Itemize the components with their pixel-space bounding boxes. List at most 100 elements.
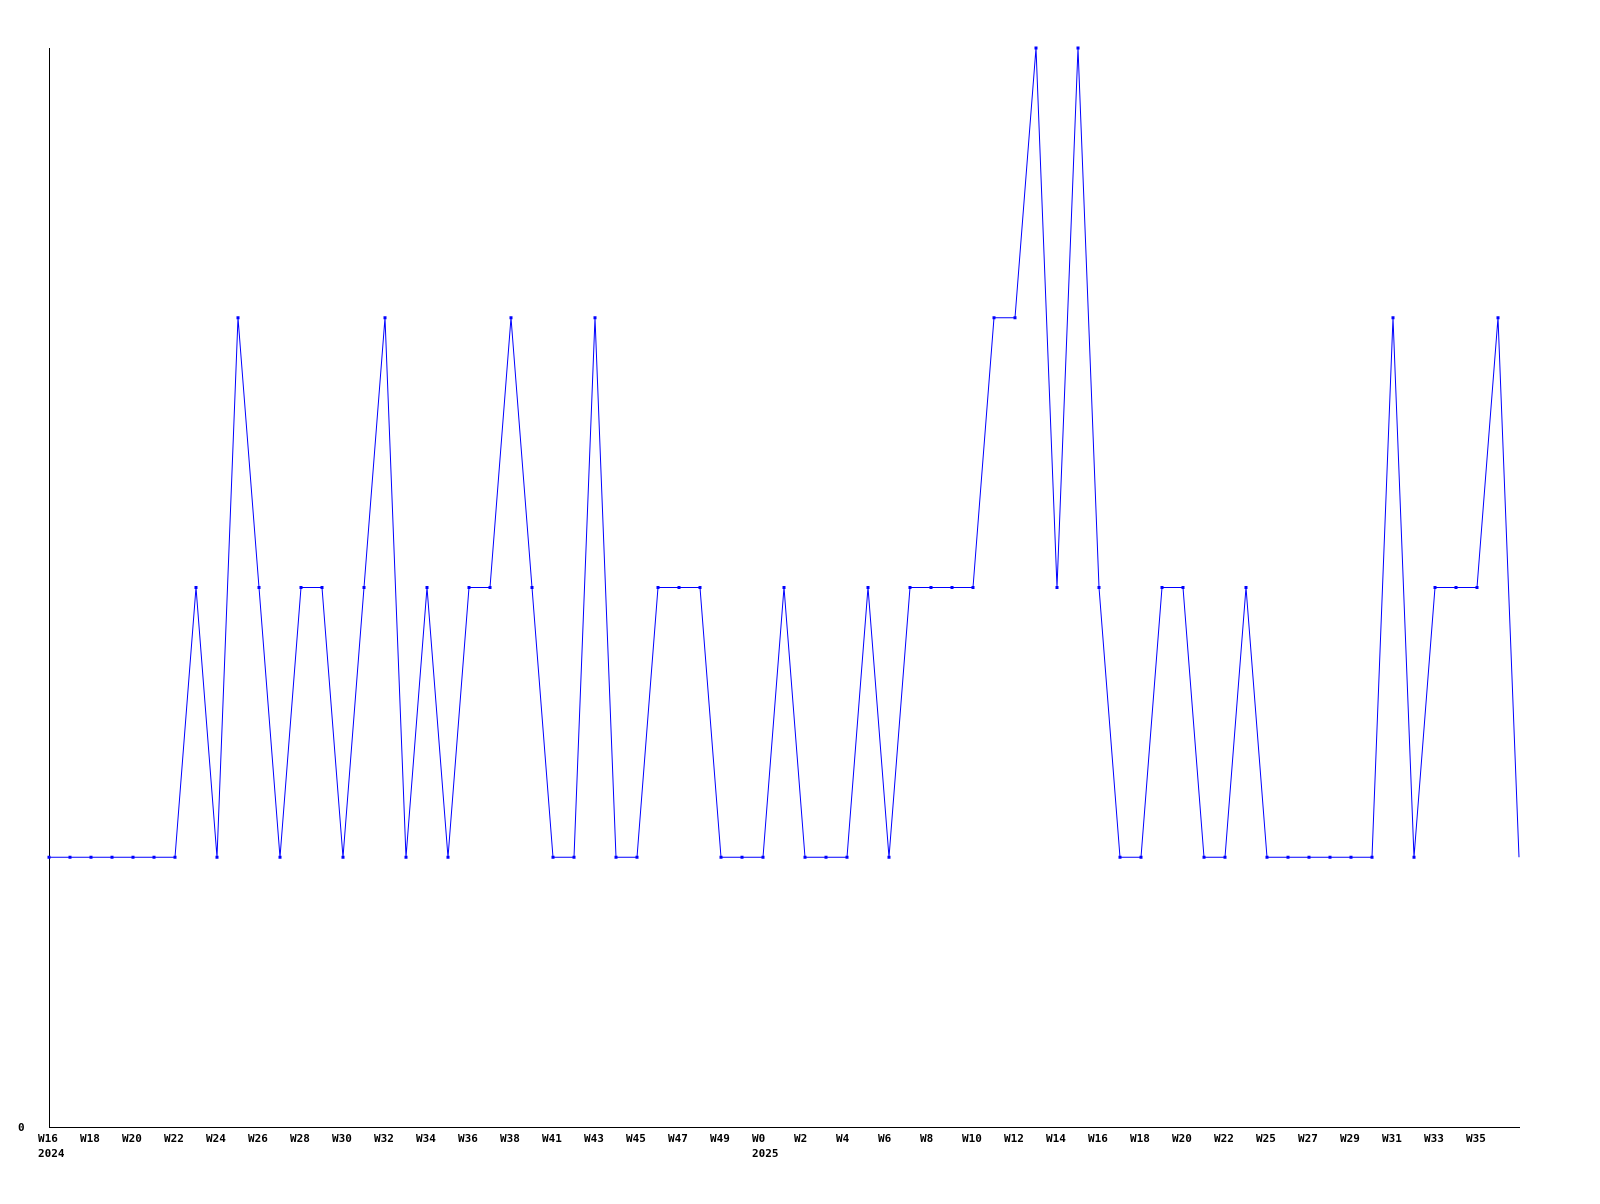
data-point: [1286, 855, 1290, 859]
x-tick-label: W31: [1382, 1132, 1402, 1145]
data-point: [215, 855, 219, 859]
data-point: [1076, 46, 1080, 50]
data-point: [257, 586, 261, 589]
data-point: [404, 855, 408, 859]
x-tick-label: W35: [1466, 1132, 1486, 1145]
data-point: [173, 855, 177, 859]
data-point: [908, 586, 912, 589]
data-point: [194, 586, 198, 589]
x-tick-label: W16: [1088, 1132, 1108, 1145]
data-point: [446, 855, 450, 859]
x-tick-label: W26: [248, 1132, 268, 1145]
data-point: [845, 855, 849, 859]
data-point: [110, 855, 114, 859]
data-point: [1181, 586, 1185, 589]
x-tick-label: W18: [80, 1132, 100, 1145]
data-point: [1391, 316, 1395, 320]
data-point: [1370, 855, 1374, 859]
x-tick-label: W12: [1004, 1132, 1024, 1145]
x-tick-label: W34: [416, 1132, 436, 1145]
x-tick-label: W27: [1298, 1132, 1318, 1145]
data-point: [467, 586, 471, 589]
data-point: [89, 855, 93, 859]
data-point: [1349, 855, 1353, 859]
x-tick-label: W18: [1130, 1132, 1150, 1145]
data-point: [572, 855, 576, 859]
data-point: [1097, 586, 1101, 589]
x-tick-label: W36: [458, 1132, 478, 1145]
data-point: [1433, 586, 1437, 589]
data-point: [656, 586, 660, 589]
x-tick-label: W28: [290, 1132, 310, 1145]
data-point: [152, 855, 156, 859]
data-point: [320, 586, 324, 589]
x-tick-label: W30: [332, 1132, 352, 1145]
data-point: [677, 586, 681, 589]
data-point: [887, 855, 891, 859]
data-point: [803, 855, 807, 859]
data-point: [1160, 586, 1164, 589]
series-line: [49, 47, 1520, 858]
x-tick-label: W33: [1424, 1132, 1444, 1145]
x-tick-label: W22: [164, 1132, 184, 1145]
data-point: [551, 855, 555, 859]
data-point: [782, 586, 786, 589]
x-tick-label: W22: [1214, 1132, 1234, 1145]
data-point: [1265, 855, 1269, 859]
data-point: [1475, 586, 1479, 589]
x-tick-label: W6: [878, 1132, 892, 1145]
x-tick-label: W2: [794, 1132, 807, 1145]
data-point: [614, 855, 618, 859]
data-point: [299, 586, 303, 589]
data-point: [383, 316, 387, 320]
year-label: 2024: [38, 1147, 65, 1160]
data-point: [1139, 855, 1143, 859]
data-point: [1328, 855, 1332, 859]
data-point: [341, 855, 345, 859]
data-point: [740, 855, 744, 859]
x-tick-label: W45: [626, 1132, 646, 1145]
data-point: [362, 586, 366, 589]
x-tick-label: W29: [1340, 1132, 1360, 1145]
data-point: [593, 316, 597, 320]
x-tick-label: W38: [500, 1132, 520, 1145]
x-tick-label: W25: [1256, 1132, 1276, 1145]
x-tick-label: W8: [920, 1132, 933, 1145]
x-tick-label: W16: [38, 1132, 58, 1145]
x-tick-label: W47: [668, 1132, 688, 1145]
x-tick-label: W24: [206, 1132, 226, 1145]
data-point: [1055, 586, 1059, 589]
data-point: [992, 316, 996, 320]
x-tick-label: W10: [962, 1132, 982, 1145]
year-label: 2025: [752, 1147, 779, 1160]
data-point: [68, 855, 72, 859]
data-point: [509, 316, 513, 320]
x-tick-label: W32: [374, 1132, 394, 1145]
data-point: [1244, 586, 1248, 589]
data-point: [1496, 316, 1500, 320]
data-point: [1223, 855, 1227, 859]
x-tick-label: W14: [1046, 1132, 1066, 1145]
data-point: [1412, 855, 1416, 859]
data-point: [1307, 855, 1311, 859]
x-tick-label: W4: [836, 1132, 850, 1145]
data-point: [47, 855, 51, 859]
data-point: [530, 586, 534, 589]
data-point: [698, 586, 702, 589]
x-tick-label: W41: [542, 1132, 562, 1145]
data-point: [1013, 316, 1017, 320]
data-point: [761, 855, 765, 859]
data-point: [635, 855, 639, 859]
data-point: [1454, 586, 1458, 589]
x-tick-label: W20: [1172, 1132, 1192, 1145]
data-point: [824, 855, 828, 859]
data-point: [1118, 855, 1122, 859]
data-point: [425, 586, 429, 589]
data-point: [971, 586, 975, 589]
data-point: [278, 855, 282, 859]
data-point: [236, 316, 240, 320]
data-point: [950, 586, 954, 589]
y-tick-label: 0: [18, 1121, 25, 1134]
data-point: [866, 586, 870, 589]
